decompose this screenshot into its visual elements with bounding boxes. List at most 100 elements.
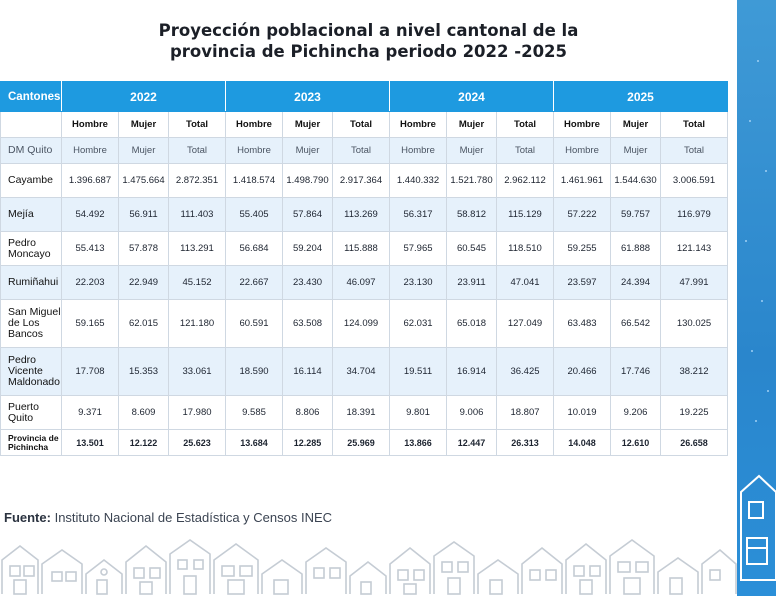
population-table: Cantones 2022 2023 2024 2025 Hombre Muje…: [0, 81, 728, 456]
year-header: 2022: [61, 81, 226, 112]
total-cell: 12.610: [610, 429, 661, 456]
house-outline-icon: [521, 546, 563, 594]
table-cell: 56.911: [118, 197, 169, 232]
sub-header: Hombre: [225, 111, 283, 138]
table-cell: 18.391: [332, 395, 390, 430]
canton-name: Puerto Quito: [0, 395, 62, 430]
table-cell: Mujer: [446, 137, 497, 164]
house-outline-icon: [349, 560, 387, 595]
table-cell: 18.590: [225, 347, 283, 396]
table-cell: 24.394: [610, 265, 661, 300]
table-row: Puerto Quito 9.371 8.609 17.980 9.585 8.806 18…: [0, 395, 728, 430]
total-cell: 12.447: [446, 429, 497, 456]
table-cell: 113.291: [168, 231, 226, 266]
table-row: Pedro Moncayo 55.413 57.878 113.291 56.684 59…: [0, 231, 728, 266]
table-cell: Mujer: [282, 137, 333, 164]
house-outline-icon: [389, 546, 431, 595]
table-cell: 60.591: [225, 299, 283, 348]
sub-header: Total: [332, 111, 390, 138]
table-cell: 59.757: [610, 197, 661, 232]
table-cell: 59.165: [61, 299, 119, 348]
year-header-row: Cantones 2022 2023 2024 2025: [0, 81, 728, 112]
house-outline-icon: [657, 557, 699, 595]
table-cell: Mujer: [118, 137, 169, 164]
table-cell: 46.097: [332, 265, 390, 300]
total-cell: 14.048: [553, 429, 611, 456]
table-cell: Hombre: [61, 137, 119, 164]
table-cell: 62.015: [118, 299, 169, 348]
house-outline-icon: [609, 539, 655, 595]
table-cell: 36.425: [496, 347, 554, 396]
canton-name: Rumiñahui: [0, 265, 62, 300]
empty-header-cell: [0, 111, 62, 138]
page-title: Proyección poblacional a nivel cantonal …: [0, 20, 737, 62]
table-cell: 66.542: [610, 299, 661, 348]
sub-header: Total: [660, 111, 728, 138]
table-cell: 9.801: [389, 395, 447, 430]
table-cell: 38.212: [660, 347, 728, 396]
table-cell: Hombre: [225, 137, 283, 164]
table-cell: 56.684: [225, 231, 283, 266]
total-cell: 26.658: [660, 429, 728, 456]
table-cell: 33.061: [168, 347, 226, 396]
house-outline-icon: [305, 547, 347, 594]
total-cell: 26.313: [496, 429, 554, 456]
sub-header: Mujer: [282, 111, 333, 138]
table-cell: 121.180: [168, 299, 226, 348]
house-outline-icon: [85, 558, 123, 595]
total-cell: 13.684: [225, 429, 283, 456]
canton-name: Cayambe: [0, 163, 62, 198]
source-note: Fuente: Instituto Nacional de Estadístic…: [4, 510, 332, 525]
sub-header: Total: [496, 111, 554, 138]
house-outline-icon: [125, 544, 167, 595]
table-cell: 124.099: [332, 299, 390, 348]
table-cell: 116.979: [660, 197, 728, 232]
table-cell: Total: [168, 137, 226, 164]
source-label: Fuente:: [4, 510, 51, 525]
table-row: Mejía 54.492 56.911 111.403 55.405 57.864 113.…: [0, 197, 728, 232]
table-cell: Hombre: [389, 137, 447, 164]
table-cell: 1.544.630: [610, 163, 661, 198]
table-cell: 2.962.112: [496, 163, 554, 198]
table-cell: 34.704: [332, 347, 390, 396]
sub-header: Mujer: [446, 111, 497, 138]
table-cell: 111.403: [168, 197, 226, 232]
sub-header: Hombre: [61, 111, 119, 138]
canton-name: DM Quito: [0, 137, 62, 164]
table-cell: 57.878: [118, 231, 169, 266]
table-cell: 19.511: [389, 347, 447, 396]
table-cell: 118.510: [496, 231, 554, 266]
canton-name: Mejía: [0, 197, 62, 232]
table-cell: 57.222: [553, 197, 611, 232]
table-cell: 55.413: [61, 231, 119, 266]
table-cell: 59.204: [282, 231, 333, 266]
house-outline-icon: [1, 544, 39, 595]
total-cell: 13.501: [61, 429, 119, 456]
table-cell: 57.864: [282, 197, 333, 232]
sub-header: Mujer: [610, 111, 661, 138]
table-cell: 1.521.780: [446, 163, 497, 198]
table-row: Pedro Vicente Maldonado 17.708 15.353 33.06…: [0, 347, 728, 396]
year-header: 2024: [389, 81, 554, 112]
title-line-1: Proyección poblacional a nivel cantonal …: [158, 21, 579, 40]
table-cell: 16.114: [282, 347, 333, 396]
table-cell: 45.152: [168, 265, 226, 300]
table-cell: 23.430: [282, 265, 333, 300]
table-row: DM Quito Hombre Mujer Total Hombre Mujer Total…: [0, 137, 728, 164]
table-cell: 1.461.961: [553, 163, 611, 198]
table-row: San Miguel de Los Bancos 59.165 62.015 121.…: [0, 299, 728, 348]
sub-header: Hombre: [553, 111, 611, 138]
table-cell: 54.492: [61, 197, 119, 232]
table-cell: 57.965: [389, 231, 447, 266]
table-cell: 56.317: [389, 197, 447, 232]
house-outline-icon: [740, 474, 776, 581]
house-outline-icon: [41, 549, 83, 594]
table-cell: 62.031: [389, 299, 447, 348]
house-outline-icon: [169, 539, 211, 595]
table-cell: Total: [660, 137, 728, 164]
table-cell: 1.396.687: [61, 163, 119, 198]
canton-name: San Miguel de Los Bancos: [0, 299, 62, 348]
table-cell: 20.466: [553, 347, 611, 396]
table-cell: 23.911: [446, 265, 497, 300]
table-cell: 16.914: [446, 347, 497, 396]
